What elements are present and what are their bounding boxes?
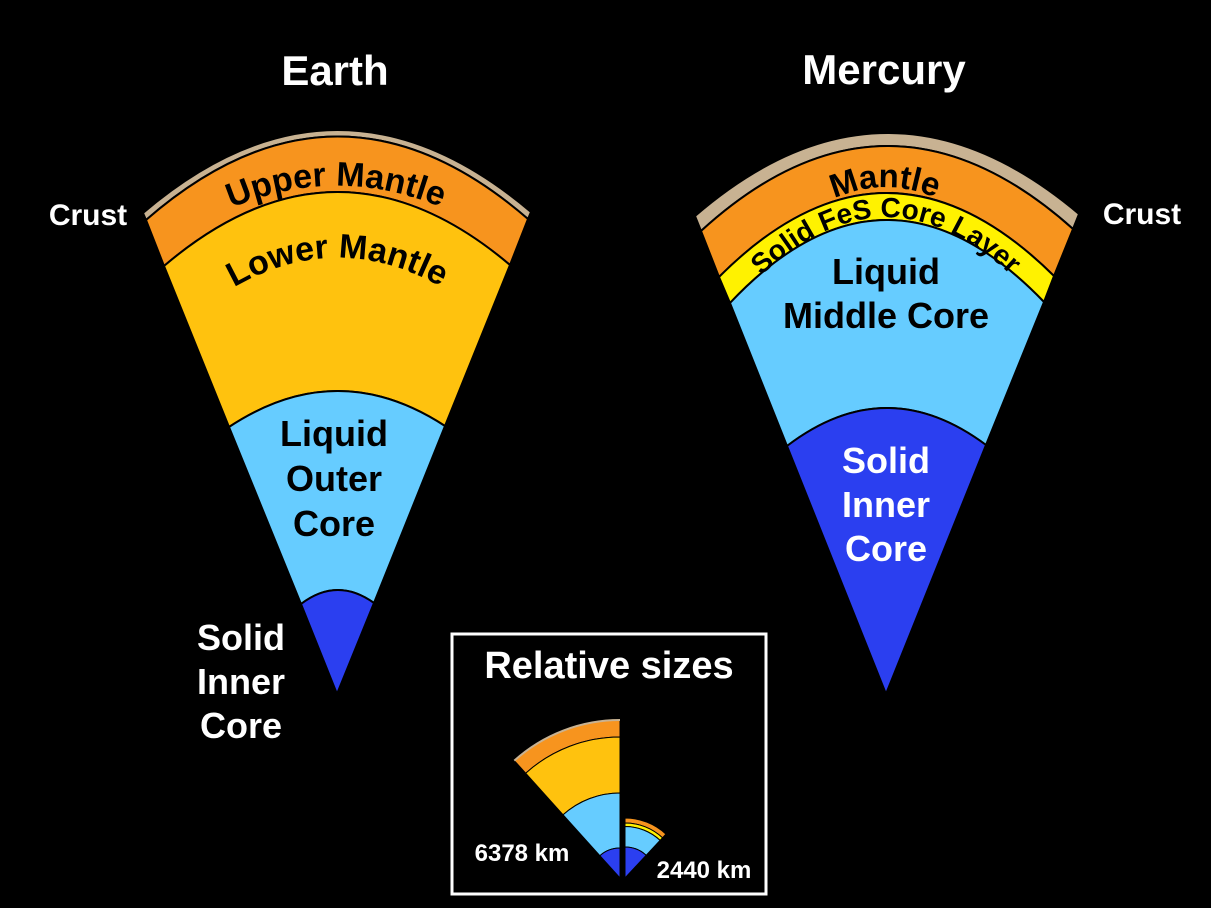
inset-earth-inner-core — [599, 847, 621, 880]
svg-text:Core: Core — [293, 503, 375, 544]
inset-mercury-inner-core — [624, 846, 647, 880]
relative-sizes-inset: Relative sizes 6378 km 2440 km — [450, 632, 768, 896]
earth-title: Earth — [281, 47, 388, 94]
earth-solid-inner-core-label: Solid Inner Core — [197, 617, 285, 746]
svg-text:Solid: Solid — [842, 440, 930, 481]
mercury-liquid-middle-core-label: Liquid Middle Core — [783, 251, 989, 336]
inset-title: Relative sizes — [484, 645, 733, 687]
earth-solid-inner-core-layer — [299, 589, 376, 697]
svg-text:Liquid: Liquid — [832, 251, 940, 292]
mercury-crust-label: Crust — [1103, 198, 1181, 231]
earth-liquid-outer-core-label: Liquid Outer Core — [280, 413, 388, 544]
svg-text:Outer: Outer — [286, 458, 382, 499]
earth-crust-label: Crust — [49, 199, 127, 232]
mercury-title: Mercury — [802, 46, 966, 93]
svg-text:Middle Core: Middle Core — [783, 295, 989, 336]
inset-earth-radius-label: 6378 km — [475, 840, 570, 867]
mercury-solid-inner-core-layer — [785, 407, 988, 697]
inset-earth-crust-line — [513, 719, 621, 762]
inset-mercury-radius-label: 2440 km — [657, 857, 752, 884]
mercury-solid-inner-core-label: Solid Inner Core — [842, 440, 930, 569]
svg-text:Core: Core — [845, 528, 927, 569]
svg-text:Solid: Solid — [197, 617, 285, 658]
inset-earth-mini-wedge — [513, 719, 621, 880]
svg-text:Liquid: Liquid — [280, 413, 388, 454]
earth-wedge-diagram — [141, 129, 533, 697]
svg-text:Inner: Inner — [842, 484, 930, 525]
svg-text:Inner: Inner — [197, 661, 285, 702]
mercury-wedge-diagram — [693, 132, 1081, 697]
svg-text:Core: Core — [200, 705, 282, 746]
inset-mercury-mini-wedge — [624, 817, 667, 880]
